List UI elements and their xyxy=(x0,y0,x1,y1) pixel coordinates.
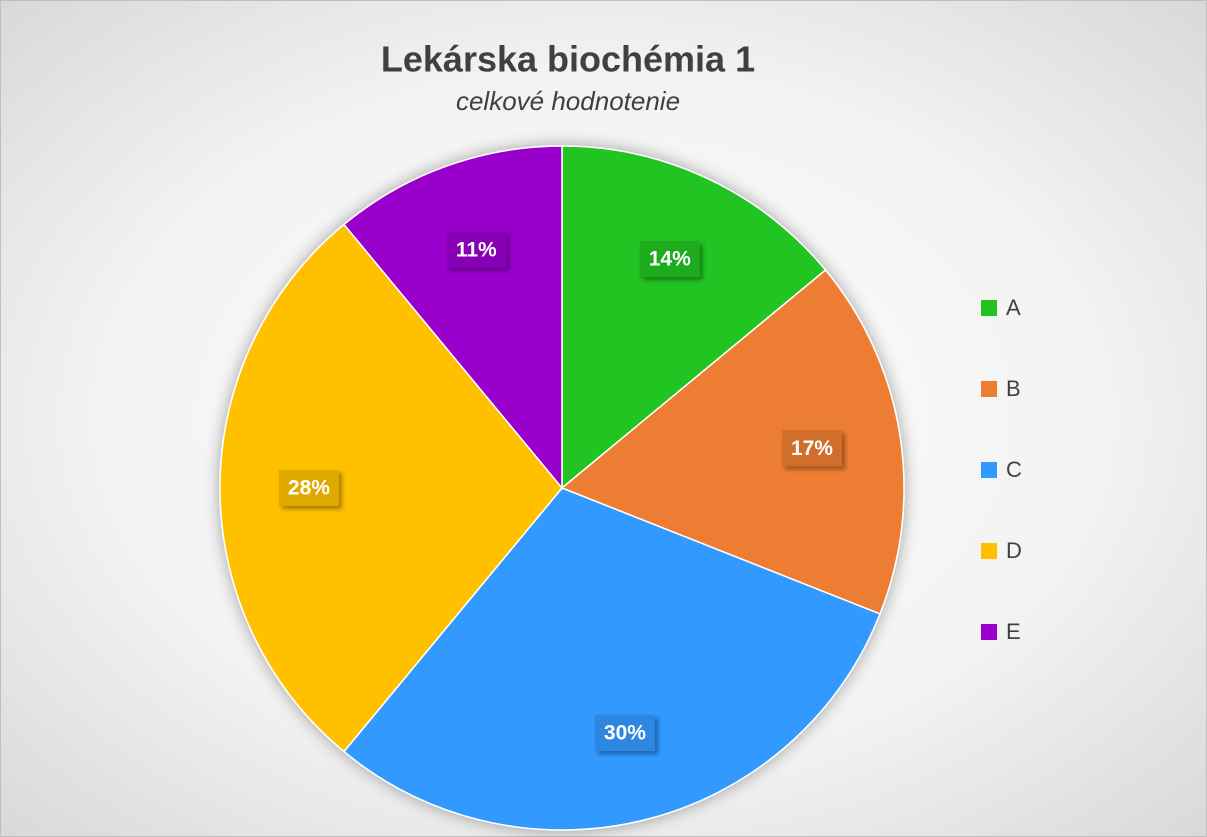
data-label-box xyxy=(639,241,700,278)
pie-slice xyxy=(342,145,563,491)
pie-slice xyxy=(561,145,827,490)
data-label: 28% xyxy=(288,477,330,500)
pie xyxy=(219,145,905,831)
legend-swatch xyxy=(981,543,997,559)
data-label: 14% xyxy=(649,248,691,271)
pie-slice xyxy=(342,487,881,831)
data-label-box xyxy=(594,715,655,752)
data-label: 17% xyxy=(791,437,833,460)
chart-subtitle: celkové hodnotenie xyxy=(456,86,680,116)
legend-label: B xyxy=(1006,376,1021,401)
data-label: 11% xyxy=(456,238,497,261)
legend-label: D xyxy=(1006,538,1022,563)
legend-label: C xyxy=(1006,457,1022,482)
legend-label: A xyxy=(1006,295,1021,320)
data-label-box xyxy=(781,430,842,467)
pie-slice xyxy=(219,223,563,753)
data-label-box xyxy=(446,231,507,268)
legend-swatch xyxy=(981,462,997,478)
chart-title: Lekárska biochémia 1 xyxy=(381,39,755,80)
legend-swatch xyxy=(981,624,997,640)
pie-slice xyxy=(560,268,905,615)
legend-swatch xyxy=(981,381,997,397)
legend-label: E xyxy=(1006,619,1021,644)
data-label: 30% xyxy=(604,722,646,745)
legend-swatch xyxy=(981,300,997,316)
data-label-box xyxy=(278,470,339,506)
